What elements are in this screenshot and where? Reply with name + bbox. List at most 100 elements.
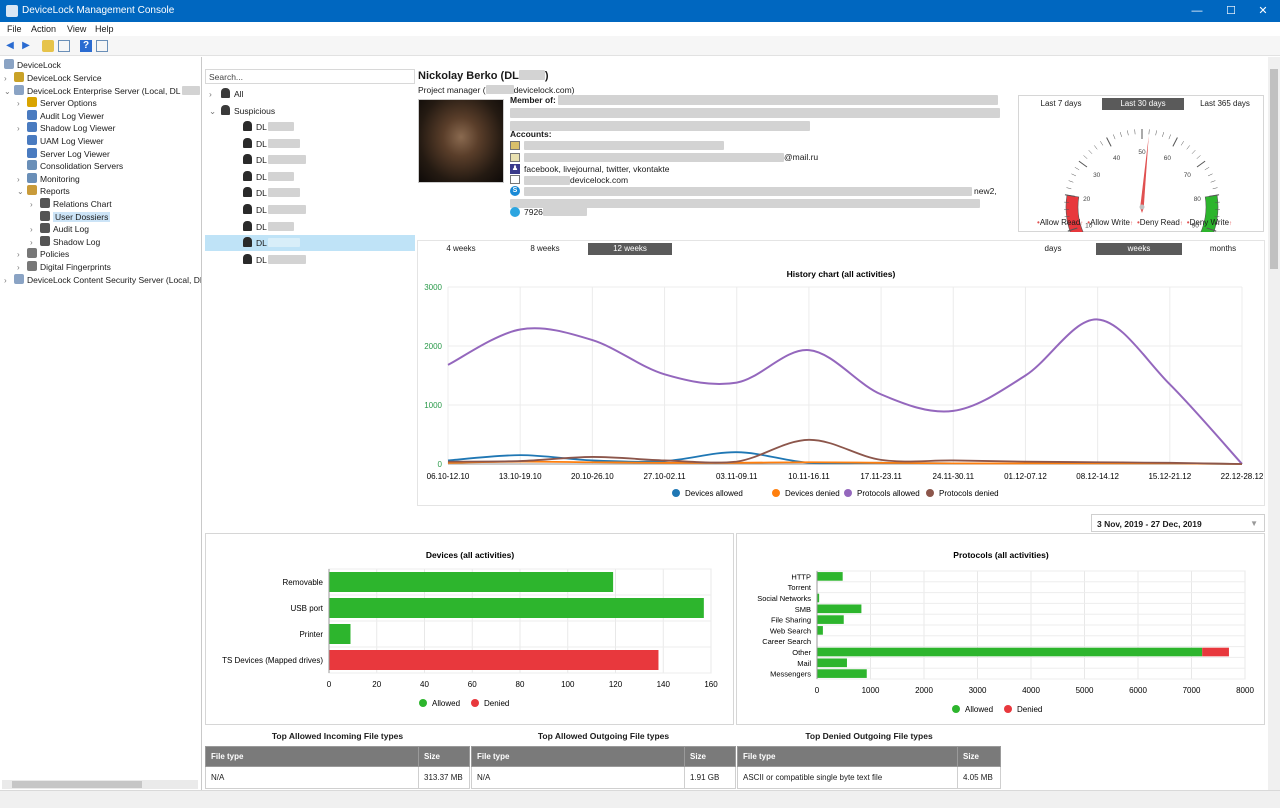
tree-item[interactable]: › Digital Fingerprints [17,261,111,272]
chevron-right-icon[interactable]: › [4,275,7,285]
gauge-tick [1066,187,1072,190]
legend-marker [471,699,479,707]
user-list-item[interactable]: DL [205,136,415,152]
table-row[interactable]: ASCII or compatible single byte text fil… [737,766,1001,789]
column-header[interactable]: File type [471,746,685,767]
column-header[interactable]: Size [957,746,1001,767]
menu-file[interactable]: File [7,24,22,34]
scroll-thumb[interactable] [1270,69,1278,269]
node-icon [27,147,37,158]
title-bar: DeviceLock Management Console — ☐ ✕ [0,0,1280,22]
user-icon [243,237,252,248]
menu-view[interactable]: View [67,24,87,34]
tab-months[interactable]: months [1209,244,1237,253]
user-list-item[interactable]: DL [205,185,415,201]
domain-account: devicelock.com [570,175,629,185]
tree-item[interactable]: Audit Log Viewer [17,109,104,122]
chevron-down-icon[interactable]: ⌄ [17,187,24,197]
user-list-item[interactable]: DL [205,119,415,135]
chevron-right-icon[interactable]: › [17,124,20,134]
tab-last-30-days[interactable]: Last 30 days [1102,98,1184,110]
chevron-right-icon[interactable]: › [30,200,33,209]
tab-4-weeks[interactable]: 4 weeks [446,244,476,253]
tab-days[interactable]: days [1044,244,1062,253]
chevron-right-icon[interactable]: › [30,225,33,235]
tree-item[interactable]: ⌄ DeviceLock Enterprise Server (Local, DL [4,84,200,97]
properties-icon[interactable] [96,40,108,52]
tree-item[interactable]: ⌄ Reports [17,185,70,197]
tree-item[interactable]: User Dossiers [30,210,111,223]
chevron-right-icon[interactable]: › [30,237,33,247]
tree-item[interactable]: › Policies [17,248,70,260]
chevron-right-icon[interactable]: › [17,263,20,272]
x-tick-label: 160 [704,680,718,689]
category-label: Mail [797,659,811,668]
maximize-button[interactable]: ☐ [1226,5,1236,17]
tree-item[interactable]: › DeviceLock Service [4,72,102,83]
tree-root[interactable]: DeviceLock [4,59,61,71]
show-hide-tree-icon[interactable] [58,40,70,52]
tree-item[interactable]: › Monitoring [17,172,80,184]
forward-arrow-icon[interactable]: ▶ [22,40,30,51]
tree-item[interactable]: › Audit Log [30,223,89,235]
date-range-select[interactable]: 3 Nov, 2019 - 27 Dec, 2019 ▼ [1091,514,1265,532]
tree-item[interactable]: › Shadow Log [30,235,101,247]
category-label: File Sharing [771,616,811,625]
column-header[interactable]: File type [737,746,958,767]
chevron-right-icon[interactable]: › [17,99,20,109]
menu-action[interactable]: Action [31,24,57,34]
user-list-item[interactable]: DL [205,235,415,252]
tree-item[interactable]: Server Log Viewer [17,147,110,160]
column-header[interactable]: File type [205,746,419,767]
tree-item[interactable]: › Shadow Log Viewer [17,122,116,134]
bar-allowed [817,572,843,581]
tree-item[interactable]: Consolidation Servers [17,160,123,172]
tree-item[interactable]: › DeviceLock Content Security Server (Loc… [4,273,201,286]
tree-item[interactable]: › Server Options [17,97,97,109]
back-arrow-icon[interactable]: ◀ [6,40,14,51]
tab-last-7-days[interactable]: Last 7 days [1040,99,1082,108]
chevron-down-icon[interactable]: ⌄ [4,86,11,96]
content-vertical-scrollbar[interactable] [1268,57,1280,790]
user-list-item[interactable]: DL [205,202,415,218]
tab-last-365-days[interactable]: Last 365 days [1200,99,1250,108]
menu-help[interactable]: Help [95,24,114,34]
chevron-right-icon[interactable]: › [17,250,20,260]
category-label: Other [792,648,811,657]
scroll-thumb[interactable] [12,781,142,788]
legend-label: Devices allowed [685,489,743,498]
table-row[interactable]: N/A 313.37 MB [205,766,470,789]
minimize-button[interactable]: — [1191,5,1203,17]
search-input[interactable]: Search... [205,69,415,84]
status-bar [0,790,1280,808]
user-list-item[interactable]: DL [205,169,415,185]
chevron-right-icon[interactable]: › [17,174,20,184]
x-tick-label: 6000 [1129,686,1147,695]
node-icon [40,223,50,234]
tree-item[interactable]: UAM Log Viewer [17,135,104,147]
close-button[interactable]: ✕ [1258,5,1268,17]
table-row[interactable]: N/A 1.91 GB [471,766,736,789]
group-all[interactable]: › All [205,86,415,102]
tree-item[interactable]: › Relations Chart [30,198,112,209]
chevron-down-icon[interactable]: ⌄ [209,106,217,116]
chevron-down-icon[interactable]: ▼ [1250,519,1258,528]
chevron-right-icon[interactable]: › [209,89,212,99]
gauge-tick [1064,194,1075,197]
app-icon [6,5,18,17]
tab-weeks[interactable]: weeks [1096,243,1182,255]
up-folder-icon[interactable] [42,40,54,52]
user-list-item[interactable]: DL [205,252,415,268]
column-header[interactable]: Size [418,746,470,767]
history-chart-panel: 4 weeks 8 weeks 12 weeks days weeks mont… [417,240,1265,506]
chevron-right-icon[interactable]: › [4,74,7,83]
column-header[interactable]: Size [684,746,736,767]
tree-horizontal-scrollbar[interactable] [2,780,198,789]
group-suspicious[interactable]: ⌄ Suspicious [205,103,415,119]
bar-allowed [329,572,614,592]
user-list-item[interactable]: DL [205,152,415,168]
help-icon[interactable]: ? [80,40,92,52]
tab-8-weeks[interactable]: 8 weeks [530,244,560,253]
tab-12-weeks[interactable]: 12 weeks [588,243,672,255]
user-list-item[interactable]: DL [205,219,415,235]
